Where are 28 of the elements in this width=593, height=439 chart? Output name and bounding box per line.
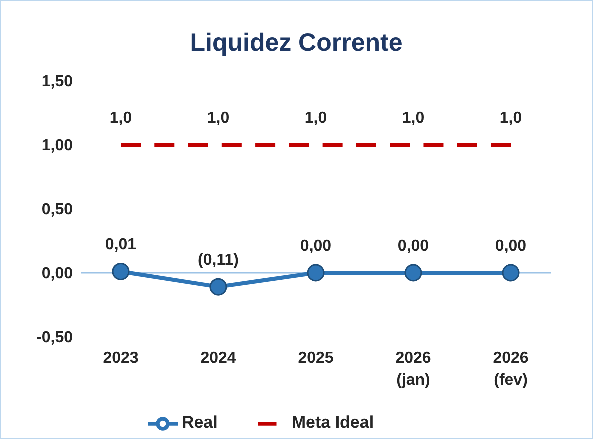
- y-tick-label: 1,50: [42, 74, 74, 91]
- x-tick-label: 2024: [200, 350, 236, 367]
- point: [502, 264, 520, 282]
- y-tick-label: 1,00: [42, 138, 74, 155]
- data-label: 0,00: [398, 238, 430, 255]
- data-label: (0,11): [198, 252, 239, 270]
- data-label: 1,0: [304, 110, 328, 127]
- legend-label: Real: [182, 413, 218, 432]
- data-label: 1,0: [402, 110, 425, 127]
- data-label: 0,01: [105, 236, 137, 254]
- y-tick-label: 0,50: [42, 202, 74, 219]
- point: [210, 278, 228, 296]
- chart-title: Liquidez Corrente: [189, 29, 404, 59]
- data-label: 1,0: [110, 110, 132, 127]
- point: [404, 264, 422, 282]
- x-tick-label: 2026 (jan): [396, 350, 432, 389]
- data-label: 1,0: [207, 110, 230, 127]
- point: [307, 264, 325, 282]
- legend-label: Meta Ideal: [292, 413, 374, 432]
- x-tick-label: 2025: [298, 350, 334, 367]
- x-tick-label: 2026 (fev): [493, 350, 529, 389]
- x-tick-label: 2023: [103, 350, 139, 367]
- data-label: 0,00: [495, 238, 527, 255]
- data-label: 1,0: [500, 110, 522, 127]
- point: [112, 262, 130, 280]
- y-tick-label: -0,50: [36, 330, 74, 347]
- data-label: 0,00: [300, 238, 332, 255]
- y-tick-label: 0,00: [42, 266, 74, 283]
